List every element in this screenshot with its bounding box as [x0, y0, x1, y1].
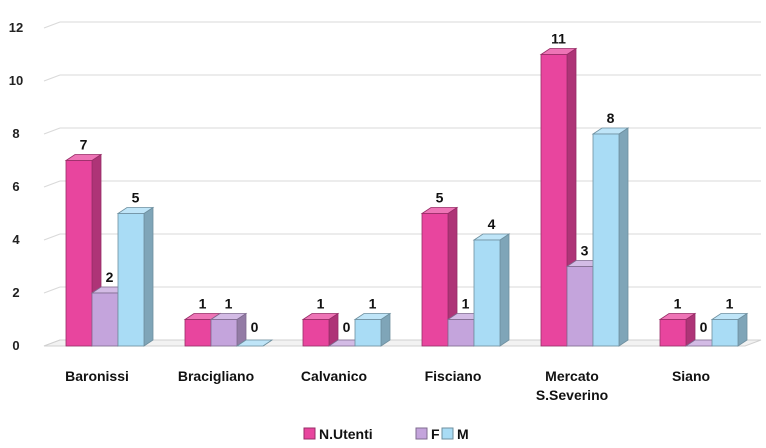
- category-label: Baronissi: [65, 368, 129, 384]
- bar-m: [116, 206, 155, 347]
- legend-swatch: [441, 427, 454, 440]
- data-label: 1: [199, 296, 207, 312]
- legend-label: F: [431, 426, 440, 442]
- bar-m: [710, 312, 749, 347]
- bar-m: [472, 233, 511, 347]
- y-tick-label: 8: [12, 126, 19, 141]
- data-label: 0: [343, 319, 351, 335]
- data-label: 1: [369, 296, 377, 312]
- bar-f: [209, 312, 248, 347]
- data-label: 1: [674, 296, 682, 312]
- data-label: 1: [462, 296, 470, 312]
- category-label: Calvanico: [301, 368, 367, 384]
- category-label: Siano: [672, 368, 710, 384]
- legend-label: M: [457, 426, 469, 442]
- legend-label: N.Utenti: [319, 426, 373, 442]
- y-tick-label: 12: [9, 20, 23, 35]
- y-tick-label: 10: [9, 73, 23, 88]
- y-tick-label: 4: [12, 232, 20, 247]
- data-label: 1: [225, 296, 233, 312]
- grid-line-diag: [43, 127, 61, 135]
- data-label: 1: [726, 296, 734, 312]
- category-label: Bracigliano: [178, 368, 254, 384]
- grid-line-diag: [43, 233, 61, 241]
- bar-nutenti: [658, 312, 697, 347]
- bar-m: [235, 339, 274, 347]
- data-label: 0: [700, 319, 708, 335]
- data-label: 1: [317, 296, 325, 312]
- y-tick-label: 0: [12, 338, 19, 353]
- data-label: 2: [106, 269, 114, 285]
- data-label: 11: [551, 31, 566, 47]
- bar-m: [591, 127, 630, 347]
- category-label: Fisciano: [425, 368, 482, 384]
- grid-line-diag: [43, 286, 61, 294]
- data-label: 4: [488, 216, 496, 232]
- grid-line-diag: [43, 180, 61, 188]
- data-label: 8: [607, 110, 615, 126]
- legend-swatch: [303, 427, 316, 440]
- category-label: Mercato S.Severino: [536, 368, 608, 403]
- y-axis: 0 2 4 6 8 10 12: [9, 20, 23, 353]
- bar-m: [353, 312, 392, 347]
- y-tick-label: 6: [12, 179, 19, 194]
- x-axis: Baronissi Bracigliano Calvanico Fisciano Mer…: [65, 368, 710, 403]
- grid-line-diag: [43, 21, 61, 29]
- y-tick-label: 2: [12, 285, 19, 300]
- data-label: 5: [436, 190, 444, 206]
- bar-nutenti: [301, 312, 340, 347]
- grid-line-diag: [43, 74, 61, 82]
- legend: N.Utenti F M: [303, 426, 469, 442]
- data-label: 3: [581, 243, 589, 259]
- data-label: 5: [132, 190, 140, 206]
- data-label: 0: [251, 319, 259, 335]
- legend-swatch: [415, 427, 428, 440]
- data-label: 7: [80, 137, 88, 153]
- bar-nutenti: [420, 206, 459, 347]
- bars: [64, 47, 749, 347]
